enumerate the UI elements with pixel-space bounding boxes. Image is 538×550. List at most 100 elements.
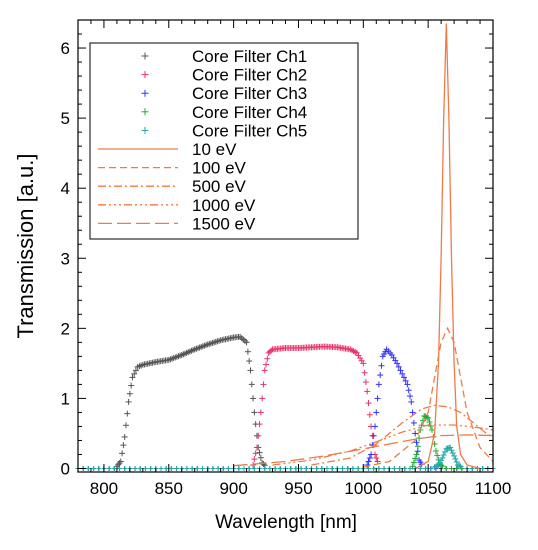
baseline-point [96,466,101,471]
baseline-point [454,466,459,471]
data-point [395,363,402,370]
data-point [410,459,417,466]
baseline-point [236,466,242,471]
baseline-point [381,466,387,471]
baseline-point [392,466,397,471]
data-point [422,413,429,420]
data-point [255,432,262,439]
baseline-point [350,466,356,471]
data-point [250,395,257,402]
series-0 [75,333,496,471]
data-point [360,360,367,367]
data-point [399,370,406,377]
data-point [434,452,441,459]
baseline-point [246,466,252,471]
data-point [410,419,417,426]
baseline-point [366,466,371,471]
legend-label: 100 eV [192,159,247,178]
baseline-point [397,466,402,471]
baseline-point [329,466,335,471]
data-point [429,426,436,433]
data-point [439,454,446,461]
data-point [394,360,401,367]
data-point [120,442,127,449]
data-point [247,367,254,374]
series-9 [233,434,494,467]
baseline-point [267,466,273,471]
data-point [132,367,139,374]
baseline-point [169,466,174,471]
data-point [413,451,420,458]
data-point [373,409,380,416]
data-point [268,347,275,354]
series-5 [414,23,481,470]
data-point [408,398,415,405]
data-point [375,381,382,388]
baseline-point [407,466,413,471]
data-point [244,348,251,355]
data-point [397,367,404,374]
baseline-point [304,466,309,471]
baseline-point [288,466,293,471]
data-point [454,461,461,468]
legend-label: Core Filter Ch3 [192,84,307,103]
legend-label: 10 eV [192,140,237,159]
data-point [251,456,258,463]
y-tick-label: 0 [61,459,70,478]
data-point [418,422,425,429]
baseline-point [402,466,408,471]
x-tick-label: 850 [155,479,183,498]
data-point [248,381,255,388]
data-point [404,381,411,388]
y-tick-label: 3 [61,249,70,268]
baseline-point [293,466,299,471]
baseline-point [278,466,283,471]
data-point [439,463,446,470]
data-point [366,454,373,461]
data-point [119,450,126,457]
baseline-point [444,466,449,471]
data-point [370,432,377,439]
data-point [128,382,135,389]
data-point [361,369,368,376]
series-8 [272,424,494,466]
data-point [378,362,385,369]
baseline-point [314,466,319,471]
legend-label: 500 eV [192,177,247,196]
data-point [366,411,373,418]
data-point [432,447,439,454]
baseline-point [117,466,122,471]
data-point [124,410,131,417]
legend-marker [141,89,149,97]
baseline-point [423,466,428,471]
baseline-point [148,466,153,471]
data-point [126,390,133,397]
y-tick-label: 2 [61,319,70,338]
data-point [409,463,416,470]
data-point [257,409,264,416]
data-point [261,367,268,374]
baseline-point [158,466,164,471]
legend-marker [141,126,149,134]
legend-label: Core Filter Ch5 [192,121,307,140]
baseline-point [174,466,179,471]
series-line [363,326,494,468]
data-point [434,462,441,469]
series-line [272,424,494,466]
baseline-point [298,466,304,471]
legend-marker [141,71,149,79]
data-point [453,458,460,465]
data-point [416,435,423,442]
data-point [412,455,419,462]
baseline-point [226,466,231,471]
data-point [426,419,433,426]
data-point [413,439,420,446]
data-point [371,423,378,430]
legend-label: Core Filter Ch2 [192,66,307,85]
data-point [117,458,124,465]
data-point [250,461,257,468]
series-4 [75,444,496,471]
baseline-point [345,466,350,471]
